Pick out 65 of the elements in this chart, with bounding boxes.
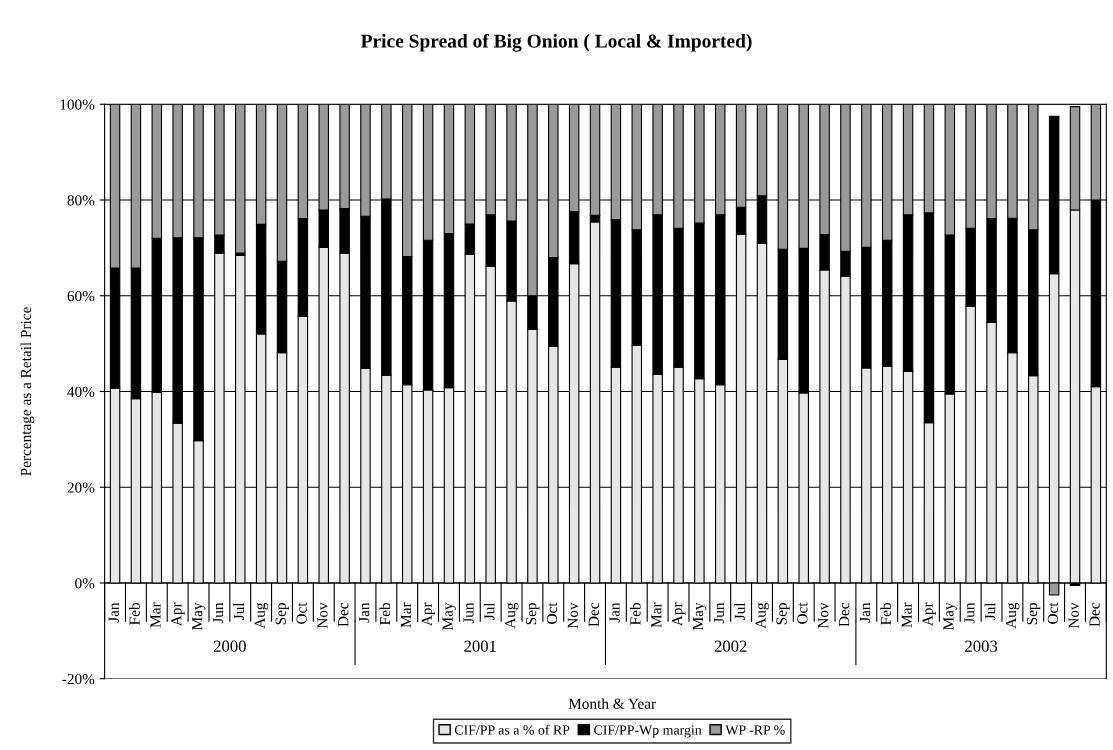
x-tick-label: May bbox=[693, 602, 707, 631]
x-tick-label: Sep bbox=[275, 603, 289, 625]
x-tick-label: Jul bbox=[984, 602, 996, 620]
annotation: 2002 bbox=[714, 640, 747, 652]
x-tick-label: Oct bbox=[1047, 602, 1058, 624]
x-tick-label: Feb bbox=[379, 603, 391, 625]
annotation: 2003 bbox=[965, 640, 998, 652]
x-tick-label: Jan bbox=[609, 602, 620, 623]
x-tick-label: Jul bbox=[233, 602, 245, 620]
legend-label: CIF/PP as a % of RP bbox=[454, 724, 570, 735]
annotation: 2001 bbox=[464, 640, 496, 652]
x-tick-label: Apr bbox=[171, 602, 185, 627]
x-tick-label: Jul bbox=[483, 602, 495, 620]
x-tick-label: May bbox=[943, 602, 957, 631]
y-tick-label: 20% bbox=[67, 482, 95, 493]
x-tick-label: Aug bbox=[254, 602, 269, 629]
x-tick-label: Jun bbox=[713, 602, 725, 624]
x-tick-label: Apr bbox=[922, 602, 936, 627]
x-axis-title: Month & Year bbox=[568, 698, 656, 709]
x-tick-label: Apr bbox=[421, 602, 436, 627]
x-tick-label: Nov bbox=[818, 602, 829, 629]
x-tick-label: Nov bbox=[1068, 602, 1079, 629]
x-tick-label: May bbox=[442, 602, 456, 631]
annotation: 2000 bbox=[213, 640, 246, 652]
x-tick-label: Dec bbox=[588, 602, 599, 627]
x-tick-label: Aug bbox=[755, 602, 769, 629]
y-tick-label: 100% bbox=[60, 99, 95, 110]
x-tick-label: Dec bbox=[839, 602, 850, 627]
x-tick-label: Sep bbox=[776, 603, 790, 625]
y-tick-label: 80% bbox=[67, 195, 95, 206]
x-tick-label: Mar bbox=[901, 602, 912, 628]
y-tick-label: 40% bbox=[67, 386, 95, 397]
x-tick-label: Mar bbox=[651, 602, 662, 628]
legend-label: CIF/PP-Wp margin bbox=[594, 725, 702, 738]
x-tick-label: Jan bbox=[860, 602, 871, 623]
x-tick-label: Mar bbox=[400, 602, 412, 628]
x-tick-label: Oct bbox=[546, 602, 558, 624]
x-tick-label: Jul bbox=[734, 602, 745, 620]
x-tick-label: Nov bbox=[317, 602, 328, 629]
x-tick-label: Nov bbox=[567, 602, 578, 629]
chart-title: Price Spread of Big Onion ( Local & Imported) bbox=[360, 33, 752, 52]
x-tick-label: Sep bbox=[1026, 603, 1041, 625]
x-tick-label: Dec bbox=[338, 602, 349, 627]
x-tick-label: Oct bbox=[296, 602, 307, 624]
y-tick-label: -20% bbox=[62, 673, 95, 685]
x-tick-label: Feb bbox=[629, 603, 641, 625]
x-tick-label: Dec bbox=[1089, 602, 1100, 627]
x-tick-label: Jan bbox=[108, 602, 119, 623]
x-tick-label: Jan bbox=[359, 602, 370, 623]
x-tick-label: Mar bbox=[150, 602, 161, 628]
x-tick-label: Aug bbox=[505, 602, 519, 629]
x-tick-label: May bbox=[192, 602, 206, 631]
y-axis-title: Percentage as a Retail Price bbox=[20, 307, 35, 476]
x-tick-label: Aug bbox=[1005, 602, 1020, 629]
x-tick-label: Feb bbox=[129, 603, 140, 625]
y-tick-label: 0% bbox=[75, 578, 95, 589]
x-tick-label: Jun bbox=[964, 602, 975, 624]
x-tick-label: Jun bbox=[213, 602, 224, 624]
legend-label: WP -RP % bbox=[725, 725, 785, 735]
x-tick-label: Oct bbox=[797, 602, 808, 624]
x-tick-label: Feb bbox=[880, 603, 892, 625]
x-tick-label: Apr bbox=[672, 602, 686, 627]
y-tick-label: 60% bbox=[67, 290, 95, 302]
x-tick-label: Jun bbox=[463, 602, 474, 624]
x-tick-label: Sep bbox=[525, 603, 540, 625]
